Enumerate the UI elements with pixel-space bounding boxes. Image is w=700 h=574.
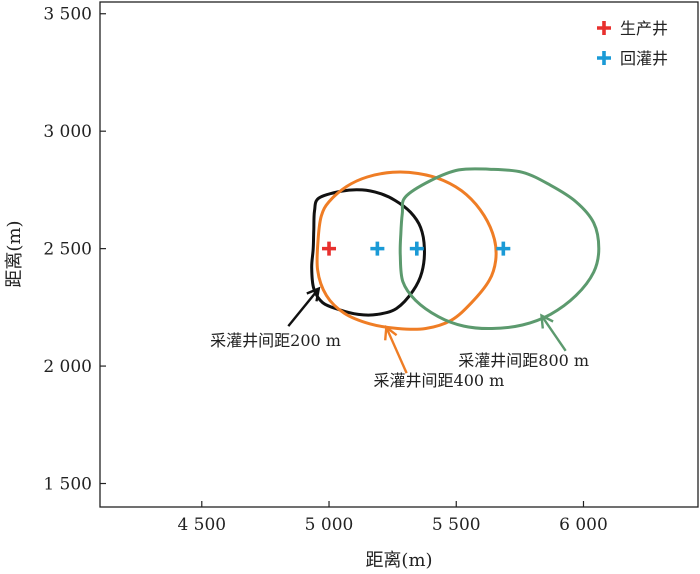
legend-label: 回灌井	[620, 49, 668, 68]
contour-line-0	[310, 188, 426, 317]
y-axis-title: 距离(m)	[4, 220, 25, 287]
injection-well-marker	[409, 241, 424, 256]
y-tick-label: 3 000	[43, 122, 92, 142]
contour-line-2	[398, 167, 601, 331]
annotation-arrow	[540, 314, 567, 352]
y-tick-label: 1 500	[43, 475, 92, 495]
y-tick-label: 2 500	[43, 240, 92, 260]
annotation-label: 采灌井间距200 m	[210, 331, 341, 350]
x-tick-label: 5 000	[305, 515, 354, 535]
y-tick-label: 2 000	[43, 357, 92, 377]
x-tick-label: 5 500	[432, 515, 481, 535]
arrow-head	[306, 286, 321, 302]
annotation-label: 采灌井间距800 m	[458, 351, 589, 370]
legend-marker-1	[597, 51, 611, 65]
annotation-arrow	[385, 326, 408, 374]
well-markers	[322, 241, 511, 256]
x-tick-label: 6 000	[559, 515, 608, 535]
legend-label: 生产井	[620, 19, 668, 38]
production-well-marker	[322, 241, 337, 256]
plot-frame	[99, 1, 699, 508]
y-tick-label: 3 500	[43, 5, 92, 25]
annotation-label: 采灌井间距400 m	[374, 371, 505, 390]
x-tick-label: 4 500	[177, 515, 226, 535]
x-axis-title: 距离(m)	[365, 550, 432, 571]
annotation-arrow	[287, 287, 320, 327]
axis-ticks: 4 500 5 000 5 500 6 000 1 500 2 000 2 500 3 000…	[43, 5, 607, 535]
arrow-head	[384, 325, 398, 341]
arrow-head	[540, 313, 554, 329]
injection-well-marker	[370, 241, 385, 256]
legend-marker-0	[597, 21, 611, 35]
contour-line-1	[315, 170, 498, 331]
injection-well-marker	[496, 241, 511, 256]
contour-curves	[310, 167, 601, 331]
